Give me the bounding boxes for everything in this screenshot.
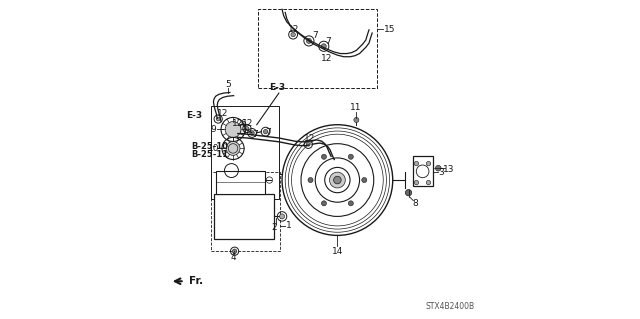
Text: 12: 12 <box>242 119 253 128</box>
Circle shape <box>250 131 254 135</box>
Text: 5: 5 <box>225 80 231 89</box>
Text: 1: 1 <box>285 221 291 230</box>
Bar <box>259 9 377 88</box>
Bar <box>211 106 279 199</box>
Circle shape <box>321 201 326 206</box>
Circle shape <box>414 180 419 185</box>
Circle shape <box>426 180 431 185</box>
Text: 7: 7 <box>252 130 258 139</box>
Circle shape <box>216 117 220 121</box>
Circle shape <box>264 130 268 134</box>
Text: 12: 12 <box>217 109 228 118</box>
Circle shape <box>426 161 431 166</box>
Circle shape <box>225 122 241 137</box>
Text: 7: 7 <box>326 37 332 46</box>
Bar <box>214 194 274 239</box>
Text: 4: 4 <box>230 253 236 262</box>
Text: 9: 9 <box>211 125 216 134</box>
Text: 12: 12 <box>232 119 243 128</box>
Text: 15: 15 <box>384 25 396 33</box>
Circle shape <box>330 172 346 188</box>
Circle shape <box>362 178 367 182</box>
Circle shape <box>308 178 313 182</box>
Text: 13: 13 <box>444 165 455 174</box>
Text: 6: 6 <box>240 119 246 128</box>
Text: 10: 10 <box>208 144 219 153</box>
Circle shape <box>321 44 326 49</box>
Text: STX4B2400B: STX4B2400B <box>426 302 475 311</box>
Text: 7: 7 <box>265 128 271 137</box>
Circle shape <box>307 38 312 43</box>
Text: Fr.: Fr. <box>189 276 203 286</box>
Text: 8: 8 <box>412 199 418 208</box>
Text: 12: 12 <box>321 54 332 63</box>
Bar <box>240 124 245 133</box>
Circle shape <box>405 189 412 196</box>
Text: 3: 3 <box>438 168 444 177</box>
Bar <box>413 156 433 186</box>
Text: 12: 12 <box>288 25 299 34</box>
Circle shape <box>348 201 353 206</box>
Bar <box>216 171 265 194</box>
Circle shape <box>435 165 441 171</box>
Circle shape <box>333 176 341 184</box>
Circle shape <box>414 161 419 166</box>
Circle shape <box>307 142 310 146</box>
Circle shape <box>232 249 237 253</box>
Text: 12: 12 <box>304 134 316 144</box>
Text: 2: 2 <box>271 223 277 232</box>
Text: E-3: E-3 <box>269 83 285 92</box>
Text: B-25-10: B-25-10 <box>191 142 228 151</box>
Circle shape <box>321 154 326 159</box>
Bar <box>211 172 280 251</box>
Circle shape <box>245 127 249 130</box>
Text: 7: 7 <box>313 31 319 40</box>
Text: E-3: E-3 <box>186 111 202 120</box>
Circle shape <box>354 117 359 122</box>
Text: 14: 14 <box>332 247 343 256</box>
Circle shape <box>235 127 239 130</box>
Circle shape <box>226 141 240 155</box>
Text: B-25-11: B-25-11 <box>191 150 228 159</box>
Circle shape <box>291 33 295 37</box>
Circle shape <box>280 214 285 219</box>
Circle shape <box>348 154 353 159</box>
Text: 11: 11 <box>350 103 362 113</box>
